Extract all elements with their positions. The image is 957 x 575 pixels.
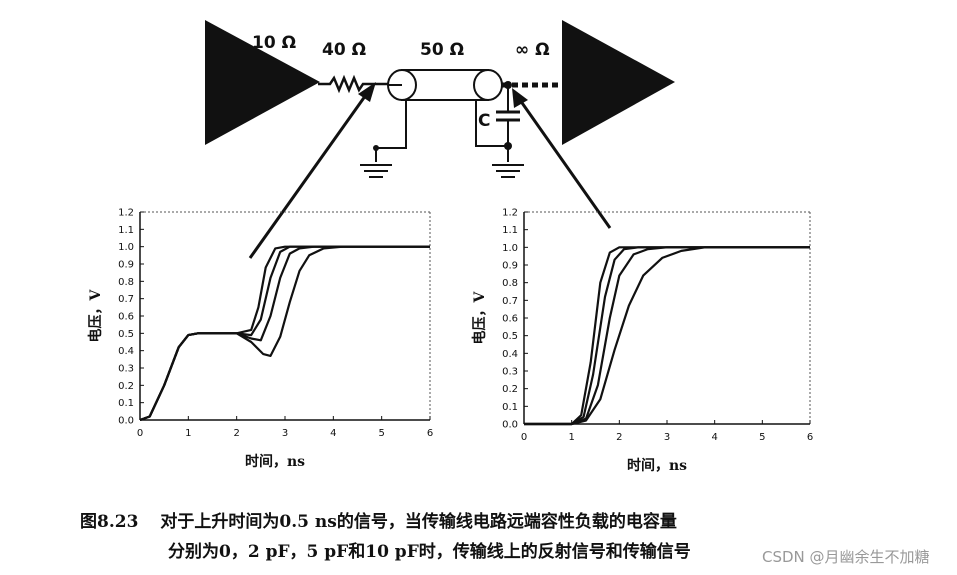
capacitor-label: C (478, 111, 490, 131)
near-end-arrow (248, 82, 376, 259)
y-tick-label: 0.0 (502, 420, 518, 431)
series-line-2 (139, 245, 430, 422)
series-resistor-label: 40 Ω (322, 40, 366, 60)
driver-buffer (205, 20, 320, 145)
y-tick-label: 0.3 (118, 364, 134, 375)
watermark: CSDN @月幽余生不加糖 (762, 548, 930, 566)
series-line-3 (139, 245, 430, 422)
y-axis-title: 电压，V (471, 290, 488, 344)
x-tick-label: 0 (521, 432, 527, 443)
y-tick-label: 0.9 (502, 261, 518, 272)
x-tick-label: 3 (282, 428, 288, 439)
caption-line-1: 图8.23 对于上升时间为0.5 ns的信号，当传输线电路远端容性负载的电容量 (80, 507, 677, 532)
y-tick-label: 1.0 (502, 243, 518, 254)
y-axis-title: 电压，V (87, 288, 104, 342)
y-tick-label: 0.7 (502, 296, 518, 307)
y-tick-label: 0.4 (118, 346, 134, 357)
x-tick-label: 6 (807, 432, 813, 443)
near-end-chart: 0.0 0.1 0.2 0.3 0.4 0.5 0.6 0.7 0.8 0.9 1.0 1.1 1.2 0… (87, 208, 433, 471)
x-tick-label: 5 (378, 428, 384, 439)
y-tick-label: 1.0 (118, 242, 134, 253)
far-end-chart: 0.0 0.1 0.2 0.3 0.4 0.5 0.6 0.7 0.8 0.9 1.0 1.1 1.2 0… (471, 208, 813, 475)
y-tick-label: 0.7 (118, 294, 134, 305)
driver-resistance-label: 10 Ω (252, 33, 296, 53)
y-tick-label: 0.8 (118, 277, 134, 288)
x-tick-label: 2 (616, 432, 622, 443)
left-ground (360, 100, 407, 178)
y-tick-label: 0.5 (502, 331, 518, 342)
x-tick-label: 3 (664, 432, 670, 443)
far-end-arrow (512, 88, 612, 229)
caption-text-1: 对于上升时间为0.5 ns的信号，当传输线电路远端容性负载的电容量 (160, 512, 677, 532)
series-line-4 (524, 246, 810, 426)
caption-line-2: 分别为0，2 pF，5 pF和10 pF时，传输线上的反射信号和传输信号 (168, 542, 691, 562)
receiver-impedance-label: ∞ Ω (515, 40, 550, 60)
y-tick-label: 0.1 (502, 402, 518, 413)
x-tick-label: 6 (427, 428, 433, 439)
y-tick-label: 1.2 (118, 208, 134, 219)
x-tick-label: 1 (568, 432, 574, 443)
y-tick-label: 0.6 (502, 314, 518, 325)
y-tick-label: 0.9 (118, 260, 134, 271)
y-tick-label: 1.1 (118, 225, 134, 236)
y-tick-label: 0.2 (502, 384, 518, 395)
y-tick-label: 0.6 (118, 312, 134, 323)
y-tick-label: 1.2 (502, 208, 518, 219)
x-tick-label: 5 (759, 432, 765, 443)
figure-number: 图8.23 (80, 512, 139, 532)
receiver-buffer (562, 20, 675, 145)
series-line-4 (139, 245, 430, 422)
load-capacitor (475, 85, 524, 178)
series-line-2 (524, 246, 810, 426)
y-tick-label: 0.0 (118, 416, 134, 427)
series-line-1 (524, 246, 810, 426)
y-tick-label: 0.2 (118, 381, 134, 392)
x-axis-title: 时间，ns (627, 457, 687, 474)
y-tick-label: 0.5 (118, 329, 134, 340)
x-axis-title: 时间，ns (245, 453, 305, 470)
x-tick-label: 2 (233, 428, 239, 439)
x-tick-label: 1 (185, 428, 191, 439)
transmission-line (387, 69, 503, 101)
x-tick-label: 4 (711, 432, 717, 443)
series-line-3 (524, 246, 810, 426)
circuit-schematic: 10 Ω 40 Ω 50 Ω ∞ Ω (205, 20, 675, 259)
y-tick-label: 0.1 (118, 398, 134, 409)
y-tick-label: 1.1 (502, 225, 518, 236)
x-tick-label: 4 (330, 428, 336, 439)
y-tick-label: 0.4 (502, 349, 518, 360)
line-impedance-label: 50 Ω (420, 40, 464, 60)
series-line-1 (139, 245, 430, 422)
x-tick-label: 0 (137, 428, 143, 439)
y-tick-label: 0.3 (502, 367, 518, 378)
series-resistor (318, 74, 388, 94)
y-tick-label: 0.8 (502, 278, 518, 289)
